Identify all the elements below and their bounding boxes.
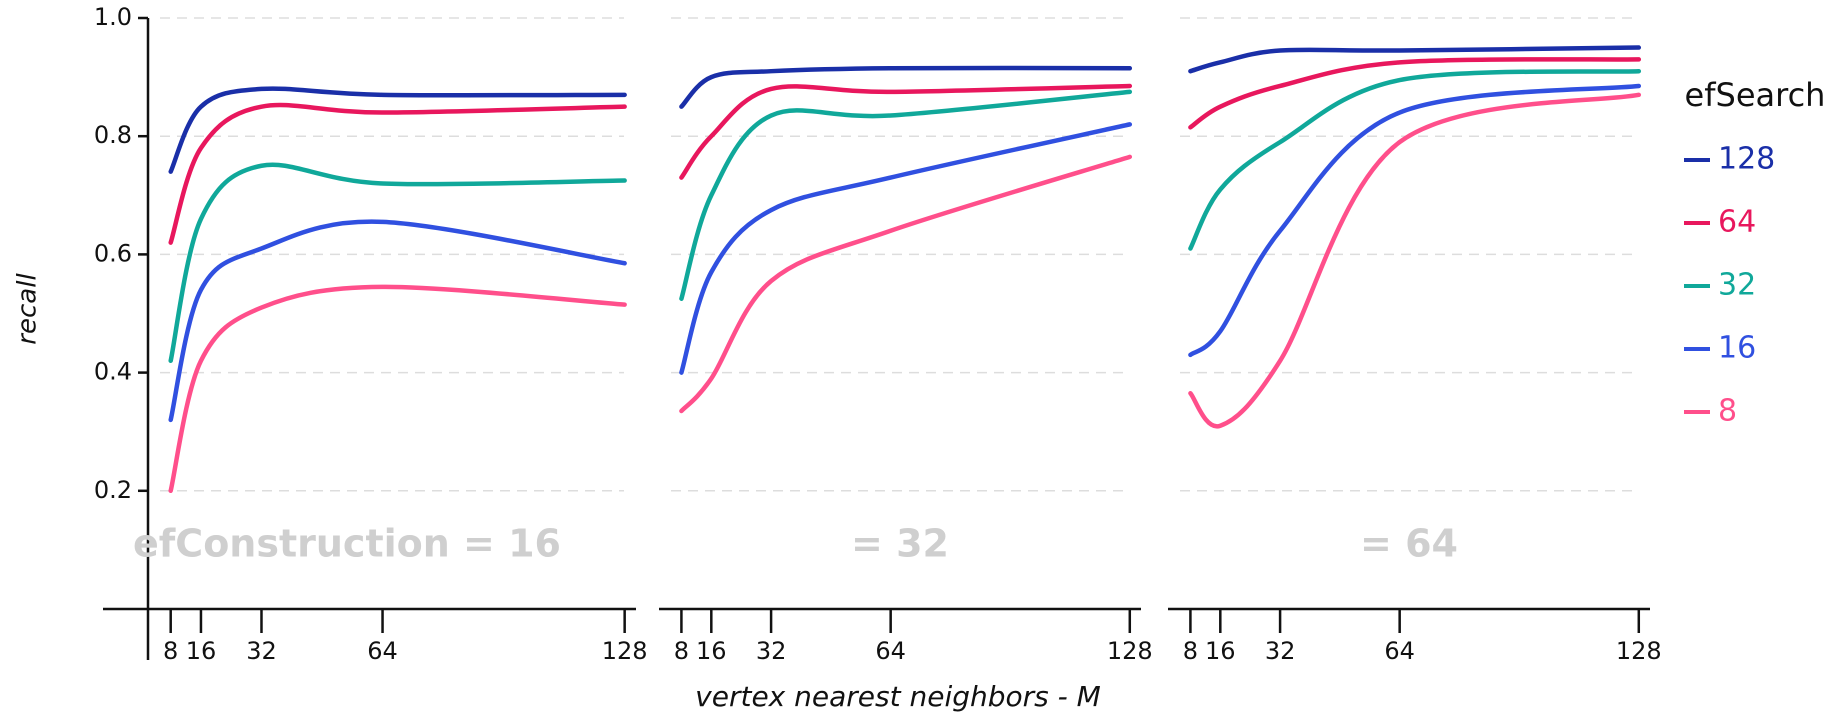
panel-annotation: efConstruction = 16 — [133, 522, 561, 566]
y-tick-label: 0.4 — [94, 358, 132, 386]
x-tick-label: 128 — [602, 637, 648, 665]
legend-title: efSearch — [1685, 76, 1826, 114]
legend-label: 16 — [1718, 331, 1756, 366]
x-tick-label: 16 — [186, 637, 217, 665]
legend-label: 128 — [1718, 142, 1775, 177]
series-line — [679, 65, 1133, 109]
x-tick-label: 8 — [1183, 637, 1198, 665]
x-tick-label: 16 — [696, 637, 727, 665]
x-tick-label: 64 — [1384, 637, 1415, 665]
y-tick-label: 1.0 — [94, 3, 132, 31]
x-tick-label: 32 — [246, 637, 277, 665]
series-line — [1188, 57, 1642, 130]
legend-label: 8 — [1718, 394, 1737, 429]
x-tick-label: 32 — [1265, 637, 1296, 665]
legend-label: 64 — [1718, 205, 1756, 240]
x-tick-label: 128 — [1107, 637, 1153, 665]
x-tick-label: 128 — [1616, 637, 1662, 665]
series-line — [168, 162, 627, 364]
y-axis-label: recall — [13, 273, 43, 345]
x-tick-label: 64 — [367, 637, 398, 665]
x-tick-label: 16 — [1205, 637, 1236, 665]
series-line — [1188, 68, 1642, 251]
panel-annotation: = 32 — [851, 522, 949, 566]
series-line — [1188, 83, 1642, 358]
series-line — [679, 122, 1133, 375]
series-line — [679, 83, 1133, 180]
x-tick-label: 32 — [756, 637, 787, 665]
series-line — [679, 154, 1133, 414]
y-tick-label: 0.6 — [94, 239, 132, 267]
series-line — [679, 89, 1133, 301]
x-axis-label: vertex nearest neighbors - M — [695, 680, 1101, 713]
series-line — [168, 102, 627, 245]
x-tick-label: 64 — [875, 637, 906, 665]
series-line — [168, 284, 627, 494]
x-tick-label: 8 — [674, 637, 689, 665]
x-tick-label: 8 — [163, 637, 178, 665]
series-line — [1188, 92, 1642, 429]
series-line — [168, 86, 627, 174]
series-line — [168, 219, 627, 423]
y-tick-label: 0.2 — [94, 476, 132, 504]
legend-label: 32 — [1718, 268, 1756, 303]
series-line — [1188, 45, 1642, 74]
panel-annotation: = 64 — [1360, 522, 1458, 566]
y-tick-label: 0.8 — [94, 121, 132, 149]
